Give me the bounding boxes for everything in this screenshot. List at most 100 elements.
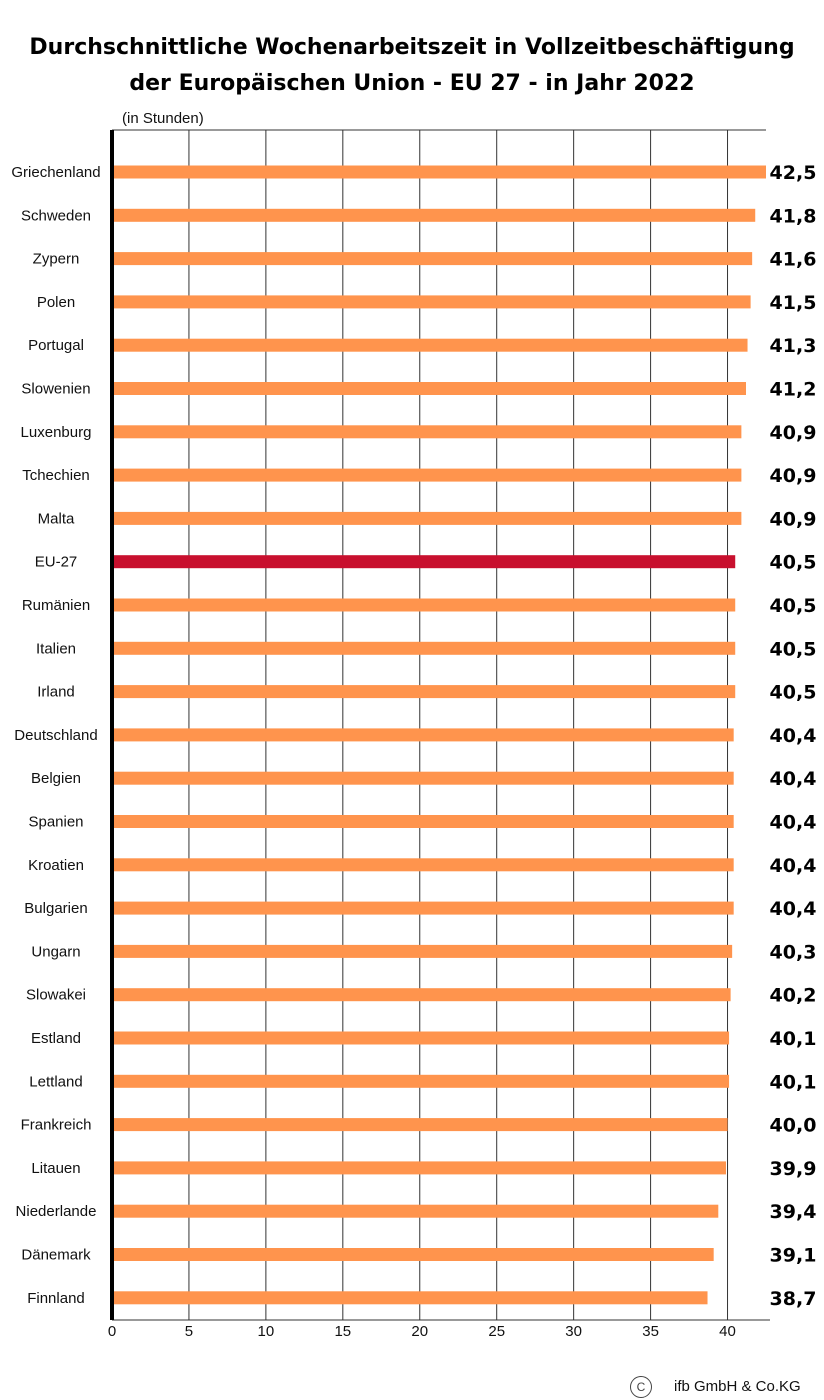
bar xyxy=(112,165,766,179)
value-label: 39,4 xyxy=(770,1201,817,1223)
x-tick-label: 10 xyxy=(258,1323,275,1340)
category-label: Polen xyxy=(37,294,75,311)
value-label: 41,5 xyxy=(770,292,817,314)
value-label: 40,4 xyxy=(770,855,817,877)
category-label: EU-27 xyxy=(35,554,78,571)
chart-title-line-2: der Europäischen Union - EU 27 - in Jahr… xyxy=(129,71,695,96)
category-label: Dänemark xyxy=(21,1247,91,1264)
bar xyxy=(112,858,734,872)
category-label: Finnland xyxy=(27,1290,85,1307)
value-label: 39,9 xyxy=(770,1158,817,1180)
x-tick-label: 35 xyxy=(642,1323,659,1340)
bar xyxy=(112,641,736,655)
bar xyxy=(112,1074,730,1088)
bar xyxy=(112,1161,726,1175)
bar xyxy=(112,338,748,352)
category-label: Estland xyxy=(31,1030,81,1047)
axes xyxy=(110,129,770,1321)
category-label: Griechenland xyxy=(11,164,100,181)
category-label: Deutschland xyxy=(14,727,97,744)
value-label: 41,8 xyxy=(770,205,817,227)
grid-lines xyxy=(188,130,729,1320)
value-label: 39,1 xyxy=(770,1245,817,1267)
bar xyxy=(112,988,731,1002)
category-label: Slowakei xyxy=(26,987,86,1004)
bar xyxy=(112,208,756,222)
x-tick-label: 40 xyxy=(719,1323,736,1340)
category-label: Slowenien xyxy=(21,381,90,398)
bar xyxy=(112,1204,719,1218)
bar xyxy=(112,1031,730,1045)
bar xyxy=(112,1248,714,1261)
unit-label: (in Stunden) xyxy=(122,110,204,127)
x-tick-label: 25 xyxy=(488,1323,505,1340)
bar xyxy=(112,511,742,525)
category-label: Frankreich xyxy=(21,1117,92,1134)
value-label: 40,9 xyxy=(770,465,817,487)
bar xyxy=(112,815,734,828)
value-label: 40,4 xyxy=(770,898,817,920)
category-label: Italien xyxy=(36,640,76,657)
bar xyxy=(112,685,736,699)
bar xyxy=(112,295,751,309)
x-tick-label: 0 xyxy=(108,1323,116,1340)
bar xyxy=(112,1118,728,1132)
category-label: Portugal xyxy=(28,337,84,354)
x-tick-label: 30 xyxy=(565,1323,582,1340)
category-label: Luxenburg xyxy=(21,424,92,441)
value-label: 40,5 xyxy=(770,595,817,617)
value-label: 40,4 xyxy=(770,725,817,747)
category-label: Irland xyxy=(37,684,75,701)
value-label: 40,1 xyxy=(770,1028,817,1050)
value-label: 40,4 xyxy=(770,768,817,790)
category-label: Rumänien xyxy=(22,597,90,614)
value-label: 40,5 xyxy=(770,682,817,704)
category-label: Spanien xyxy=(28,814,83,831)
category-label: Bulgarien xyxy=(24,900,87,917)
bar xyxy=(112,252,753,266)
value-label: 41,6 xyxy=(770,249,817,271)
chart-title-line-1: Durchschnittliche Wochenarbeitszeit in V… xyxy=(29,35,795,60)
value-label: 41,3 xyxy=(770,335,817,357)
chart-title: Durchschnittliche Wochenarbeitszeit in V… xyxy=(0,30,824,102)
category-label: Belgien xyxy=(31,770,81,787)
bar-eu27 xyxy=(112,555,736,569)
value-label: 40,1 xyxy=(770,1071,817,1093)
value-label: 42,5 xyxy=(770,162,817,184)
category-label: Niederlande xyxy=(16,1203,97,1220)
category-label: Malta xyxy=(38,510,75,527)
bar xyxy=(112,468,742,482)
copyright-icon: C xyxy=(630,1376,652,1398)
category-label: Kroatien xyxy=(28,857,84,874)
category-label: Schweden xyxy=(21,207,91,224)
category-label: Zypern xyxy=(33,251,80,268)
value-label: 40,3 xyxy=(770,941,817,963)
value-label: 40,0 xyxy=(770,1115,817,1137)
value-label: 40,4 xyxy=(770,812,817,834)
x-tick-label: 5 xyxy=(185,1323,193,1340)
value-label: 40,9 xyxy=(770,422,817,444)
category-labels: Griechenland Schweden Zypern Polen Portugal S… xyxy=(11,164,100,1307)
x-tick-label: 15 xyxy=(334,1323,351,1340)
category-label: Tchechien xyxy=(22,467,90,484)
bar xyxy=(112,728,734,742)
value-label: 40,5 xyxy=(770,552,817,574)
bar xyxy=(112,901,734,915)
bars xyxy=(112,165,766,1305)
bar xyxy=(112,1291,708,1305)
bar xyxy=(112,944,733,958)
category-label: Litauen xyxy=(31,1160,80,1177)
category-label: Ungarn xyxy=(31,943,80,960)
value-label: 40,5 xyxy=(770,638,817,660)
copyright-text: ifb GmbH & Co.KG xyxy=(674,1378,801,1395)
value-labels: 42,5 41,8 41,6 41,5 41,3 41,2 40,9 40,9 40,9 40,5… xyxy=(770,162,817,1310)
bar xyxy=(112,425,742,439)
bar xyxy=(112,598,736,612)
value-label: 40,2 xyxy=(770,985,817,1007)
value-label: 40,9 xyxy=(770,508,817,530)
x-tick-labels: 0 5 10 15 20 25 30 35 40 xyxy=(108,1323,736,1340)
value-label: 41,2 xyxy=(770,379,817,401)
copyright-footer: C ifb GmbH & Co.KG xyxy=(630,1376,820,1400)
bar xyxy=(112,771,734,785)
category-label: Lettland xyxy=(29,1073,82,1090)
